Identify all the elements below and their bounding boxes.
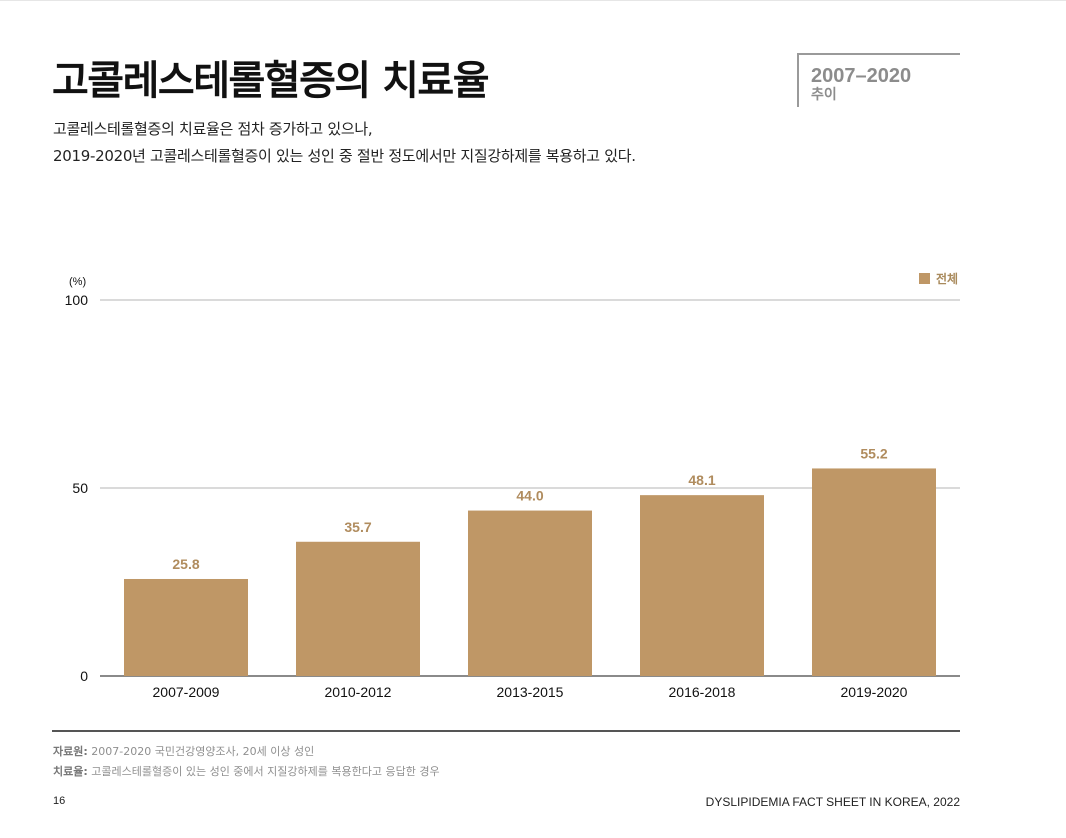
x-tick-label: 2016-2018 [669, 684, 736, 700]
source-divider [52, 730, 960, 732]
bar [124, 578, 248, 676]
x-tick-label: 2010-2012 [325, 684, 392, 700]
publication-title: DYSLIPIDEMIA FACT SHEET IN KOREA, 2022 [705, 795, 960, 809]
bars-layer [124, 468, 936, 676]
x-tick-label: 2007-2009 [153, 684, 220, 700]
badge-years: 2007–2020 [811, 65, 912, 87]
subtitle: 고콜레스테롤혈증의 치료율은 점차 증가하고 있으나, 2019-2020년 고… [53, 116, 636, 170]
period-badge: 2007–2020 추이 [797, 53, 960, 107]
chart-legend: 전체 [919, 270, 958, 287]
y-tick-label: 0 [80, 668, 88, 684]
definition-text: 고콜레스테롤혈증이 있는 성인 중에서 지질강하제를 복용한다고 응답한 경우 [87, 765, 440, 778]
subtitle-line-1: 고콜레스테롤혈증의 치료율은 점차 증가하고 있으나, [53, 120, 373, 138]
badge-label: 추이 [811, 87, 837, 103]
labels-layer: (%) 0 50 100 25.8 2007-2009 35.7 2010-2012 44.0 2… [65, 276, 908, 700]
bar-value-label: 48.1 [688, 472, 715, 488]
bar [296, 541, 420, 676]
x-tick-label: 2019-2020 [841, 684, 908, 700]
legend-swatch [919, 273, 930, 284]
bar-value-label: 55.2 [860, 445, 887, 461]
bar-value-label: 44.0 [516, 488, 543, 504]
page-number: 16 [53, 795, 66, 807]
y-tick-label: 50 [72, 480, 88, 496]
source-text: 2007-2020 국민건강영양조사, 20세 이상 성인 [87, 745, 315, 758]
bar-value-label: 35.7 [344, 519, 371, 535]
definition-note: 치료율: 고콜레스테롤혈증이 있는 성인 중에서 지질강하제를 복용한다고 응답… [53, 762, 440, 782]
subtitle-line-2: 2019-2020년 고콜레스테롤혈증이 있는 성인 중 절반 정도에서만 지질… [53, 147, 636, 165]
legend-label: 전체 [936, 272, 959, 286]
bar [812, 468, 936, 676]
y-axis-unit: (%) [69, 276, 86, 288]
x-tick-label: 2013-2015 [497, 684, 564, 700]
definition-label: 치료율: [53, 765, 88, 778]
y-tick-label: 100 [65, 292, 89, 308]
chart-notes: 자료원: 2007-2020 국민건강영양조사, 20세 이상 성인 치료율: … [53, 742, 440, 782]
bar [468, 510, 592, 676]
source-note: 자료원: 2007-2020 국민건강영양조사, 20세 이상 성인 [53, 742, 440, 762]
bar [640, 495, 764, 676]
page-title: 고콜레스테롤혈증의 치료율 [52, 58, 490, 104]
top-border [0, 0, 1066, 1]
source-label: 자료원: [53, 745, 88, 758]
bar-value-label: 25.8 [172, 556, 199, 572]
